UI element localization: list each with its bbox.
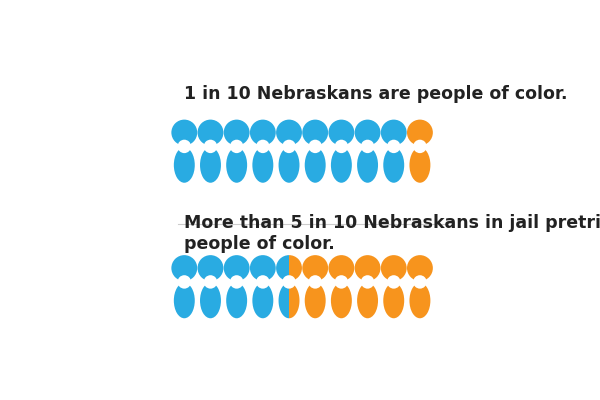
Ellipse shape	[174, 283, 195, 318]
Text: 1 in 10 Nebraskans are people of color.: 1 in 10 Nebraskans are people of color.	[184, 85, 568, 103]
Circle shape	[302, 255, 328, 281]
Circle shape	[381, 255, 407, 281]
Ellipse shape	[174, 147, 195, 183]
Circle shape	[282, 140, 296, 153]
Ellipse shape	[226, 283, 247, 318]
Wedge shape	[289, 255, 302, 281]
Circle shape	[256, 275, 269, 289]
Circle shape	[308, 140, 322, 153]
Circle shape	[355, 255, 380, 281]
Circle shape	[308, 275, 322, 289]
Circle shape	[361, 140, 374, 153]
Ellipse shape	[200, 283, 221, 318]
Circle shape	[256, 140, 269, 153]
Circle shape	[387, 275, 400, 289]
Circle shape	[407, 120, 433, 146]
Circle shape	[172, 255, 197, 281]
Circle shape	[172, 120, 197, 146]
Circle shape	[335, 140, 348, 153]
Ellipse shape	[409, 147, 430, 183]
Text: More than 5 in 10 Nebraskans in jail pretrial are
people of color.: More than 5 in 10 Nebraskans in jail pre…	[184, 214, 600, 253]
Circle shape	[204, 275, 217, 289]
Polygon shape	[278, 283, 289, 318]
Ellipse shape	[383, 283, 404, 318]
Circle shape	[381, 120, 407, 146]
Circle shape	[328, 255, 355, 281]
Circle shape	[413, 275, 427, 289]
Ellipse shape	[253, 283, 274, 318]
Circle shape	[178, 275, 191, 289]
Circle shape	[204, 140, 217, 153]
Circle shape	[407, 255, 433, 281]
Ellipse shape	[383, 147, 404, 183]
Circle shape	[302, 120, 328, 146]
Wedge shape	[276, 255, 289, 281]
Circle shape	[197, 255, 223, 281]
Circle shape	[328, 120, 355, 146]
Ellipse shape	[305, 147, 326, 183]
Circle shape	[230, 275, 244, 289]
Ellipse shape	[357, 283, 378, 318]
Ellipse shape	[409, 283, 430, 318]
Ellipse shape	[226, 147, 247, 183]
Circle shape	[361, 275, 374, 289]
Ellipse shape	[253, 147, 274, 183]
Circle shape	[197, 120, 223, 146]
Circle shape	[178, 140, 191, 153]
Circle shape	[224, 120, 250, 146]
Ellipse shape	[357, 147, 378, 183]
Ellipse shape	[200, 147, 221, 183]
Ellipse shape	[278, 147, 299, 183]
Circle shape	[413, 140, 427, 153]
Circle shape	[224, 255, 250, 281]
Circle shape	[230, 140, 244, 153]
Ellipse shape	[305, 283, 326, 318]
Ellipse shape	[331, 283, 352, 318]
Circle shape	[250, 255, 276, 281]
Ellipse shape	[331, 147, 352, 183]
Polygon shape	[289, 283, 299, 318]
Circle shape	[355, 120, 380, 146]
Circle shape	[282, 275, 296, 289]
Circle shape	[276, 120, 302, 146]
Circle shape	[387, 140, 400, 153]
Circle shape	[250, 120, 276, 146]
Circle shape	[335, 275, 348, 289]
